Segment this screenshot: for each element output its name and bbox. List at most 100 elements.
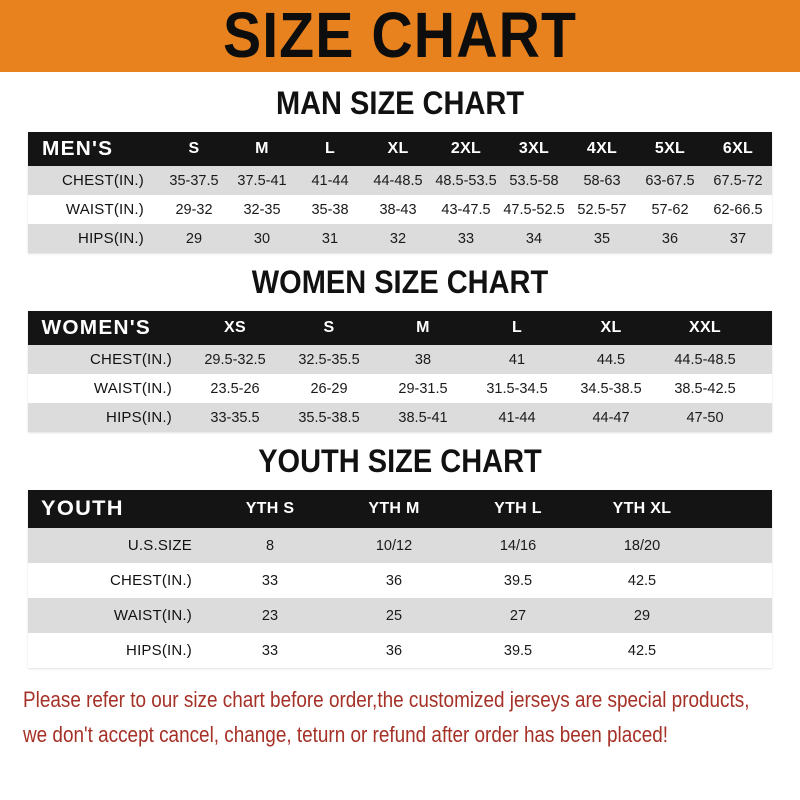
man-size-header-0: S bbox=[188, 140, 200, 157]
youth-size-header-1: YTH M bbox=[368, 500, 420, 517]
man-cell-0-5: 53.5-58 bbox=[509, 172, 559, 189]
table-row: U.S.SIZE 8 10/12 14/16 18/20 bbox=[28, 528, 772, 563]
women-cell-2-3: 41-44 bbox=[498, 409, 536, 426]
women-cell-1-3: 31.5-34.5 bbox=[486, 380, 548, 397]
youth-table-body: U.S.SIZE 8 10/12 14/16 18/20 CHEST(IN.) 33 36 39… bbox=[28, 528, 772, 668]
women-size-header-4: XL bbox=[600, 319, 622, 336]
women-cell-filler-2 bbox=[752, 403, 772, 432]
man-cell-2-2: 31 bbox=[321, 230, 339, 247]
man-section-title: MAN SIZE CHART bbox=[275, 86, 525, 122]
youth-cell-0-3: 18/20 bbox=[623, 537, 661, 554]
women-cell-0-5: 44.5-48.5 bbox=[674, 351, 736, 368]
order-policy-note-line1: Please refer to our size chart before or… bbox=[23, 687, 750, 713]
man-table-header-row: MEN'S S M L XL 2XL 3XL 4XL 5XL 6XL bbox=[28, 132, 772, 166]
man-cell-0-7: 63-67.5 bbox=[645, 172, 695, 189]
man-size-header-5: 3XL bbox=[518, 140, 550, 157]
youth-cell-1-1: 36 bbox=[385, 572, 403, 589]
women-size-header-1: S bbox=[323, 319, 335, 336]
women-size-table: WOMEN'S XS S M L XL XXL CHEST(IN.) 29.5-32.5 32… bbox=[28, 311, 772, 432]
women-cell-1-4: 34.5-38.5 bbox=[580, 380, 642, 397]
page-banner: SIZE CHART bbox=[0, 0, 800, 72]
youth-cell-2-0: 23 bbox=[261, 607, 279, 624]
youth-cell-filler-3 bbox=[704, 633, 772, 668]
man-size-header-4: 2XL bbox=[450, 140, 482, 157]
man-size-header-2: L bbox=[324, 140, 336, 157]
man-cell-1-1: 32-35 bbox=[243, 201, 281, 218]
man-cell-1-6: 52.5-57 bbox=[577, 201, 627, 218]
women-cell-2-4: 44-47 bbox=[592, 409, 630, 426]
women-cell-1-5: 38.5-42.5 bbox=[674, 380, 736, 397]
youth-cell-filler-0 bbox=[704, 528, 772, 563]
banner-title: SIZE CHART bbox=[222, 0, 578, 72]
man-size-header-7: 5XL bbox=[654, 140, 686, 157]
youth-cell-2-2: 27 bbox=[509, 607, 527, 624]
women-section-title: WOMEN SIZE CHART bbox=[251, 265, 549, 301]
youth-cell-filler-1 bbox=[704, 563, 772, 598]
table-row: WAIST(IN.) 23 25 27 29 bbox=[28, 598, 772, 633]
man-cell-0-2: 41-44 bbox=[311, 172, 349, 189]
youth-row-label-1: CHEST(IN.) bbox=[110, 572, 192, 589]
women-row-label-2: HIPS(IN.) bbox=[106, 409, 172, 426]
youth-row-label-0: U.S.SIZE bbox=[127, 537, 192, 554]
women-size-header-0: XS bbox=[224, 319, 246, 336]
table-row: CHEST(IN.) 33 36 39.5 42.5 bbox=[28, 563, 772, 598]
women-cell-2-5: 47-50 bbox=[686, 409, 724, 426]
youth-section-title: YOUTH SIZE CHART bbox=[258, 444, 542, 480]
youth-header-label: YOUTH bbox=[41, 497, 124, 520]
man-size-header-3: XL bbox=[387, 140, 409, 157]
women-size-header-3: L bbox=[511, 319, 523, 336]
youth-cell-3-1: 36 bbox=[385, 642, 403, 659]
women-cell-2-1: 35.5-38.5 bbox=[298, 409, 360, 426]
women-cell-filler-0 bbox=[752, 345, 772, 374]
man-size-header-8: 6XL bbox=[722, 140, 754, 157]
man-cell-2-6: 35 bbox=[593, 230, 611, 247]
man-row-label-0: CHEST(IN.) bbox=[62, 172, 144, 189]
man-cell-0-0: 35-37.5 bbox=[169, 172, 219, 189]
table-row: WAIST(IN.) 23.5-26 26-29 29-31.5 31.5-34.5 34… bbox=[28, 374, 772, 403]
women-size-header-2: M bbox=[416, 319, 430, 336]
man-cell-2-7: 36 bbox=[661, 230, 679, 247]
order-policy-note-line2: we don't accept cancel, change, teturn o… bbox=[23, 721, 669, 748]
youth-size-header-3: YTH XL bbox=[612, 500, 672, 517]
table-row: HIPS(IN.) 33-35.5 35.5-38.5 38.5-41 41-44 44-… bbox=[28, 403, 772, 432]
youth-size-header-0: YTH S bbox=[245, 500, 295, 517]
women-cell-1-2: 29-31.5 bbox=[398, 380, 448, 397]
man-cell-2-5: 34 bbox=[525, 230, 543, 247]
youth-cell-0-0: 8 bbox=[265, 537, 275, 554]
table-row: CHEST(IN.) 29.5-32.5 32.5-35.5 38 41 44.5 44.5… bbox=[28, 345, 772, 374]
women-table-header-row: WOMEN'S XS S M L XL XXL bbox=[28, 311, 772, 345]
man-cell-2-1: 30 bbox=[253, 230, 271, 247]
youth-cell-2-1: 25 bbox=[385, 607, 403, 624]
man-cell-2-3: 32 bbox=[389, 230, 407, 247]
table-row: HIPS(IN.) 33 36 39.5 42.5 bbox=[28, 633, 772, 668]
table-row: HIPS(IN.) 29 30 31 32 33 34 35 36 37 bbox=[28, 224, 772, 253]
youth-table-header-row: YOUTH YTH S YTH M YTH L YTH XL bbox=[28, 490, 772, 528]
man-cell-0-6: 58-63 bbox=[583, 172, 621, 189]
man-cell-1-7: 57-62 bbox=[651, 201, 689, 218]
youth-cell-1-3: 42.5 bbox=[627, 572, 657, 589]
youth-header-filler bbox=[704, 490, 772, 528]
man-cell-2-0: 29 bbox=[185, 230, 203, 247]
women-table-body: CHEST(IN.) 29.5-32.5 32.5-35.5 38 41 44.5 44.5… bbox=[28, 345, 772, 432]
women-header-label: WOMEN'S bbox=[41, 316, 152, 339]
man-cell-1-4: 43-47.5 bbox=[441, 201, 491, 218]
women-row-label-0: CHEST(IN.) bbox=[90, 351, 172, 368]
man-table-body: CHEST(IN.) 35-37.5 37.5-41 41-44 44-48.5 48.5… bbox=[28, 166, 772, 253]
youth-cell-3-3: 42.5 bbox=[627, 642, 657, 659]
man-size-header-1: M bbox=[255, 140, 269, 157]
youth-row-label-2: WAIST(IN.) bbox=[113, 607, 192, 624]
youth-cell-3-2: 39.5 bbox=[503, 642, 533, 659]
man-cell-0-8: 67.5-72 bbox=[713, 172, 763, 189]
women-cell-2-0: 33-35.5 bbox=[210, 409, 260, 426]
women-cell-0-2: 38 bbox=[414, 351, 432, 368]
women-cell-0-0: 29.5-32.5 bbox=[204, 351, 266, 368]
man-cell-1-5: 47.5-52.5 bbox=[503, 201, 565, 218]
man-size-table: MEN'S S M L XL 2XL 3XL 4XL 5XL 6XL CHEST(IN.) 35-… bbox=[28, 132, 772, 253]
women-cell-1-1: 26-29 bbox=[310, 380, 348, 397]
youth-row-label-3: HIPS(IN.) bbox=[126, 642, 192, 659]
man-cell-1-8: 62-66.5 bbox=[713, 201, 763, 218]
man-cell-1-3: 38-43 bbox=[379, 201, 417, 218]
order-policy-note: Please refer to our size chart before or… bbox=[23, 684, 754, 753]
man-cell-1-2: 35-38 bbox=[311, 201, 349, 218]
